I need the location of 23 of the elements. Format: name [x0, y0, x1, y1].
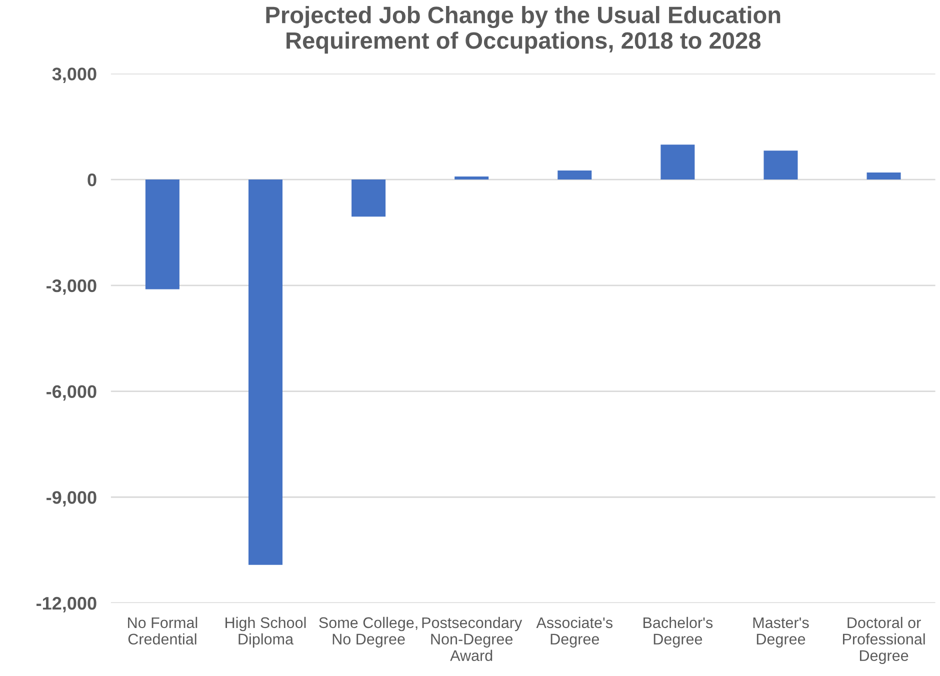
x-tick-label: Postsecondary Non-Degree Award: [422, 616, 522, 662]
x-tick-label: Doctoral or Professional Degree: [842, 616, 925, 664]
x-tick-label: Master's Degree: [753, 617, 809, 648]
x-tick-label: Bachelor's Degree: [644, 616, 713, 648]
bar: [764, 150, 798, 180]
bar: [558, 170, 592, 180]
bar: [660, 144, 695, 180]
x-tick-label: Some College, No Degree: [319, 616, 418, 648]
x-tick-label: Associate's Degree: [536, 616, 612, 648]
y-tick-label: -12,000: [36, 596, 96, 612]
y-tick-label: -6,000: [46, 385, 96, 401]
bar: [145, 180, 180, 290]
y-tick-label: 0: [88, 173, 96, 186]
bar: [352, 180, 386, 217]
bar: [866, 172, 901, 180]
y-tick-label: -9,000: [46, 491, 96, 506]
x-tick-label: No Formal Credential: [128, 616, 198, 645]
chart-title: Projected Job Change by the Usual Education Requirement of Occupations, 2018 to 2028: [266, 6, 780, 54]
bar: [248, 180, 282, 565]
x-tick-label: High School Diploma: [226, 616, 306, 648]
y-tick-label: 3,000: [52, 68, 96, 84]
y-tick-label: -3,000: [46, 279, 96, 295]
bar: [454, 176, 489, 180]
